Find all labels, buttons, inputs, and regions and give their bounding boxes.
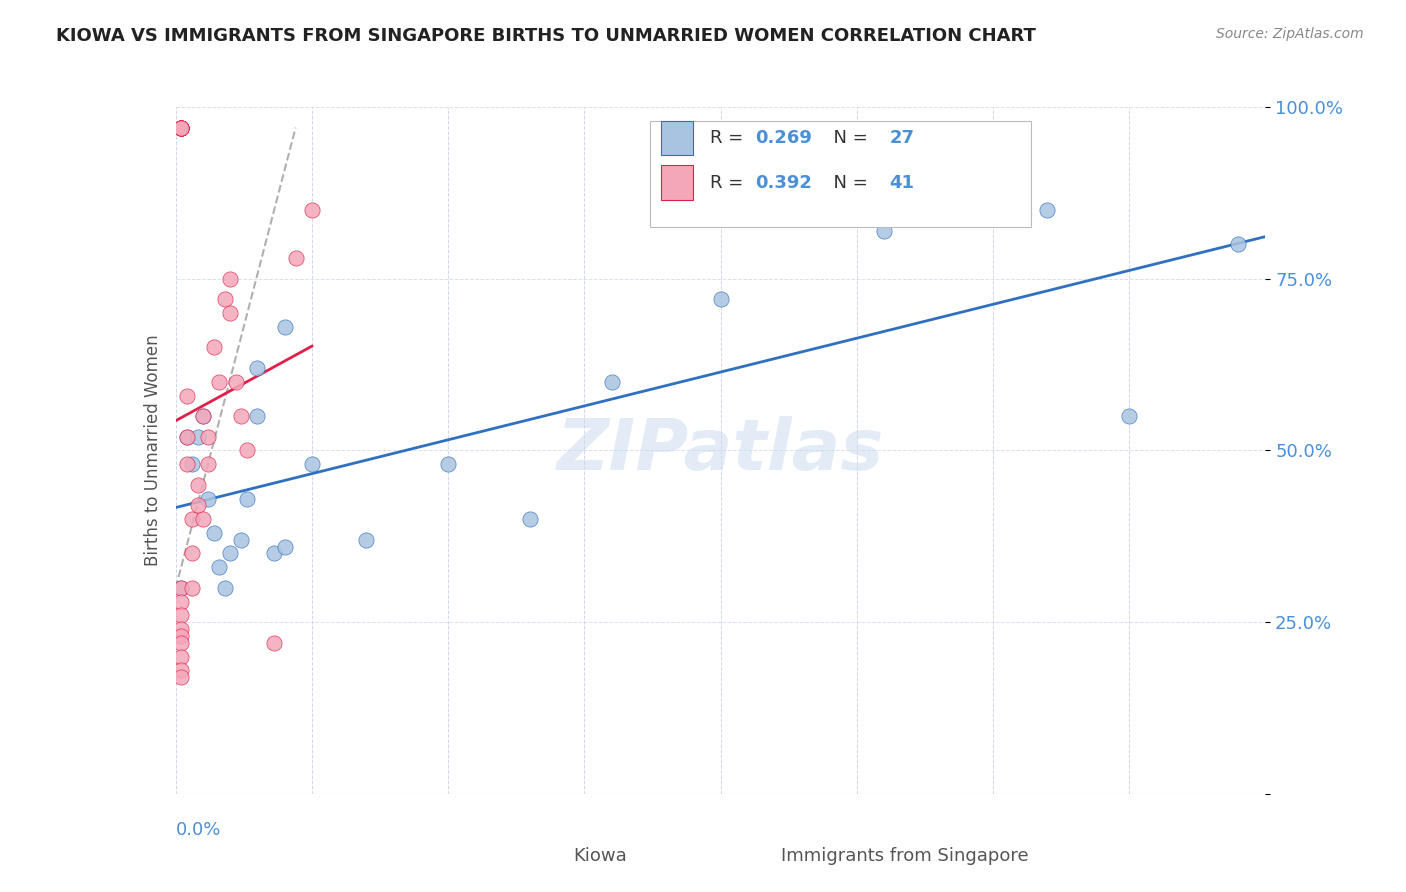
FancyBboxPatch shape: [650, 120, 1031, 227]
Point: [284, 251, 307, 265]
Point: [191, 512, 214, 526]
Point: [176, 430, 198, 444]
Point: [356, 533, 378, 547]
Point: [170, 120, 193, 135]
Point: [437, 457, 460, 471]
Point: [170, 629, 193, 643]
Bar: [661, 120, 693, 155]
Point: [170, 581, 193, 595]
Point: [170, 670, 193, 684]
Point: [170, 120, 193, 135]
Text: Source: ZipAtlas.com: Source: ZipAtlas.com: [1216, 27, 1364, 41]
Text: 0.0%: 0.0%: [176, 822, 221, 839]
Point: [219, 271, 242, 285]
Point: [176, 457, 198, 471]
Point: [170, 120, 193, 135]
Point: [1036, 203, 1059, 218]
Text: 0.392: 0.392: [755, 174, 813, 192]
Point: [519, 512, 541, 526]
Point: [219, 546, 242, 561]
Bar: [661, 165, 693, 200]
Point: [1118, 409, 1140, 423]
Point: [170, 120, 193, 135]
Point: [301, 457, 323, 471]
Point: [170, 636, 193, 650]
Text: R =: R =: [710, 174, 748, 192]
Text: 0.269: 0.269: [755, 129, 813, 147]
Point: [170, 594, 193, 608]
Point: [246, 409, 269, 423]
Point: [197, 491, 219, 506]
Point: [170, 608, 193, 623]
Point: [214, 293, 236, 307]
Point: [301, 203, 323, 218]
Point: [274, 319, 297, 334]
Text: 27: 27: [890, 129, 914, 147]
Point: [873, 224, 896, 238]
Text: Immigrants from Singapore: Immigrants from Singapore: [780, 847, 1028, 864]
Point: [202, 340, 225, 354]
Point: [219, 306, 242, 320]
Point: [208, 375, 231, 389]
Text: R =: R =: [710, 129, 748, 147]
Point: [231, 409, 253, 423]
Point: [214, 581, 236, 595]
Point: [225, 375, 247, 389]
Point: [170, 120, 193, 135]
Bar: [742, 842, 769, 870]
Point: [181, 512, 204, 526]
Point: [181, 457, 204, 471]
Point: [170, 581, 193, 595]
Point: [186, 499, 209, 513]
Point: [170, 120, 193, 135]
Point: [246, 361, 269, 376]
Point: [710, 293, 733, 307]
Point: [263, 546, 285, 561]
Point: [181, 581, 204, 595]
Text: KIOWA VS IMMIGRANTS FROM SINGAPORE BIRTHS TO UNMARRIED WOMEN CORRELATION CHART: KIOWA VS IMMIGRANTS FROM SINGAPORE BIRTH…: [56, 27, 1036, 45]
Point: [231, 533, 253, 547]
Point: [600, 375, 623, 389]
Point: [170, 663, 193, 677]
Point: [263, 636, 285, 650]
Point: [170, 120, 193, 135]
Point: [170, 120, 193, 135]
Point: [235, 443, 257, 458]
Point: [170, 120, 193, 135]
Text: ZIPatlas: ZIPatlas: [557, 416, 884, 485]
Point: [186, 478, 209, 492]
Point: [181, 546, 204, 561]
Point: [208, 560, 231, 574]
Bar: [536, 842, 562, 870]
Point: [235, 491, 257, 506]
Point: [1227, 237, 1250, 252]
Point: [202, 525, 225, 540]
Point: [191, 409, 214, 423]
Point: [170, 649, 193, 664]
Point: [197, 457, 219, 471]
Text: Kiowa: Kiowa: [574, 847, 627, 864]
Text: N =: N =: [823, 129, 873, 147]
Point: [170, 622, 193, 636]
Point: [274, 540, 297, 554]
Point: [186, 430, 209, 444]
Point: [176, 430, 198, 444]
Point: [197, 430, 219, 444]
Point: [191, 409, 214, 423]
Text: 41: 41: [890, 174, 914, 192]
Y-axis label: Births to Unmarried Women: Births to Unmarried Women: [143, 334, 162, 566]
Point: [176, 388, 198, 402]
Text: N =: N =: [823, 174, 873, 192]
